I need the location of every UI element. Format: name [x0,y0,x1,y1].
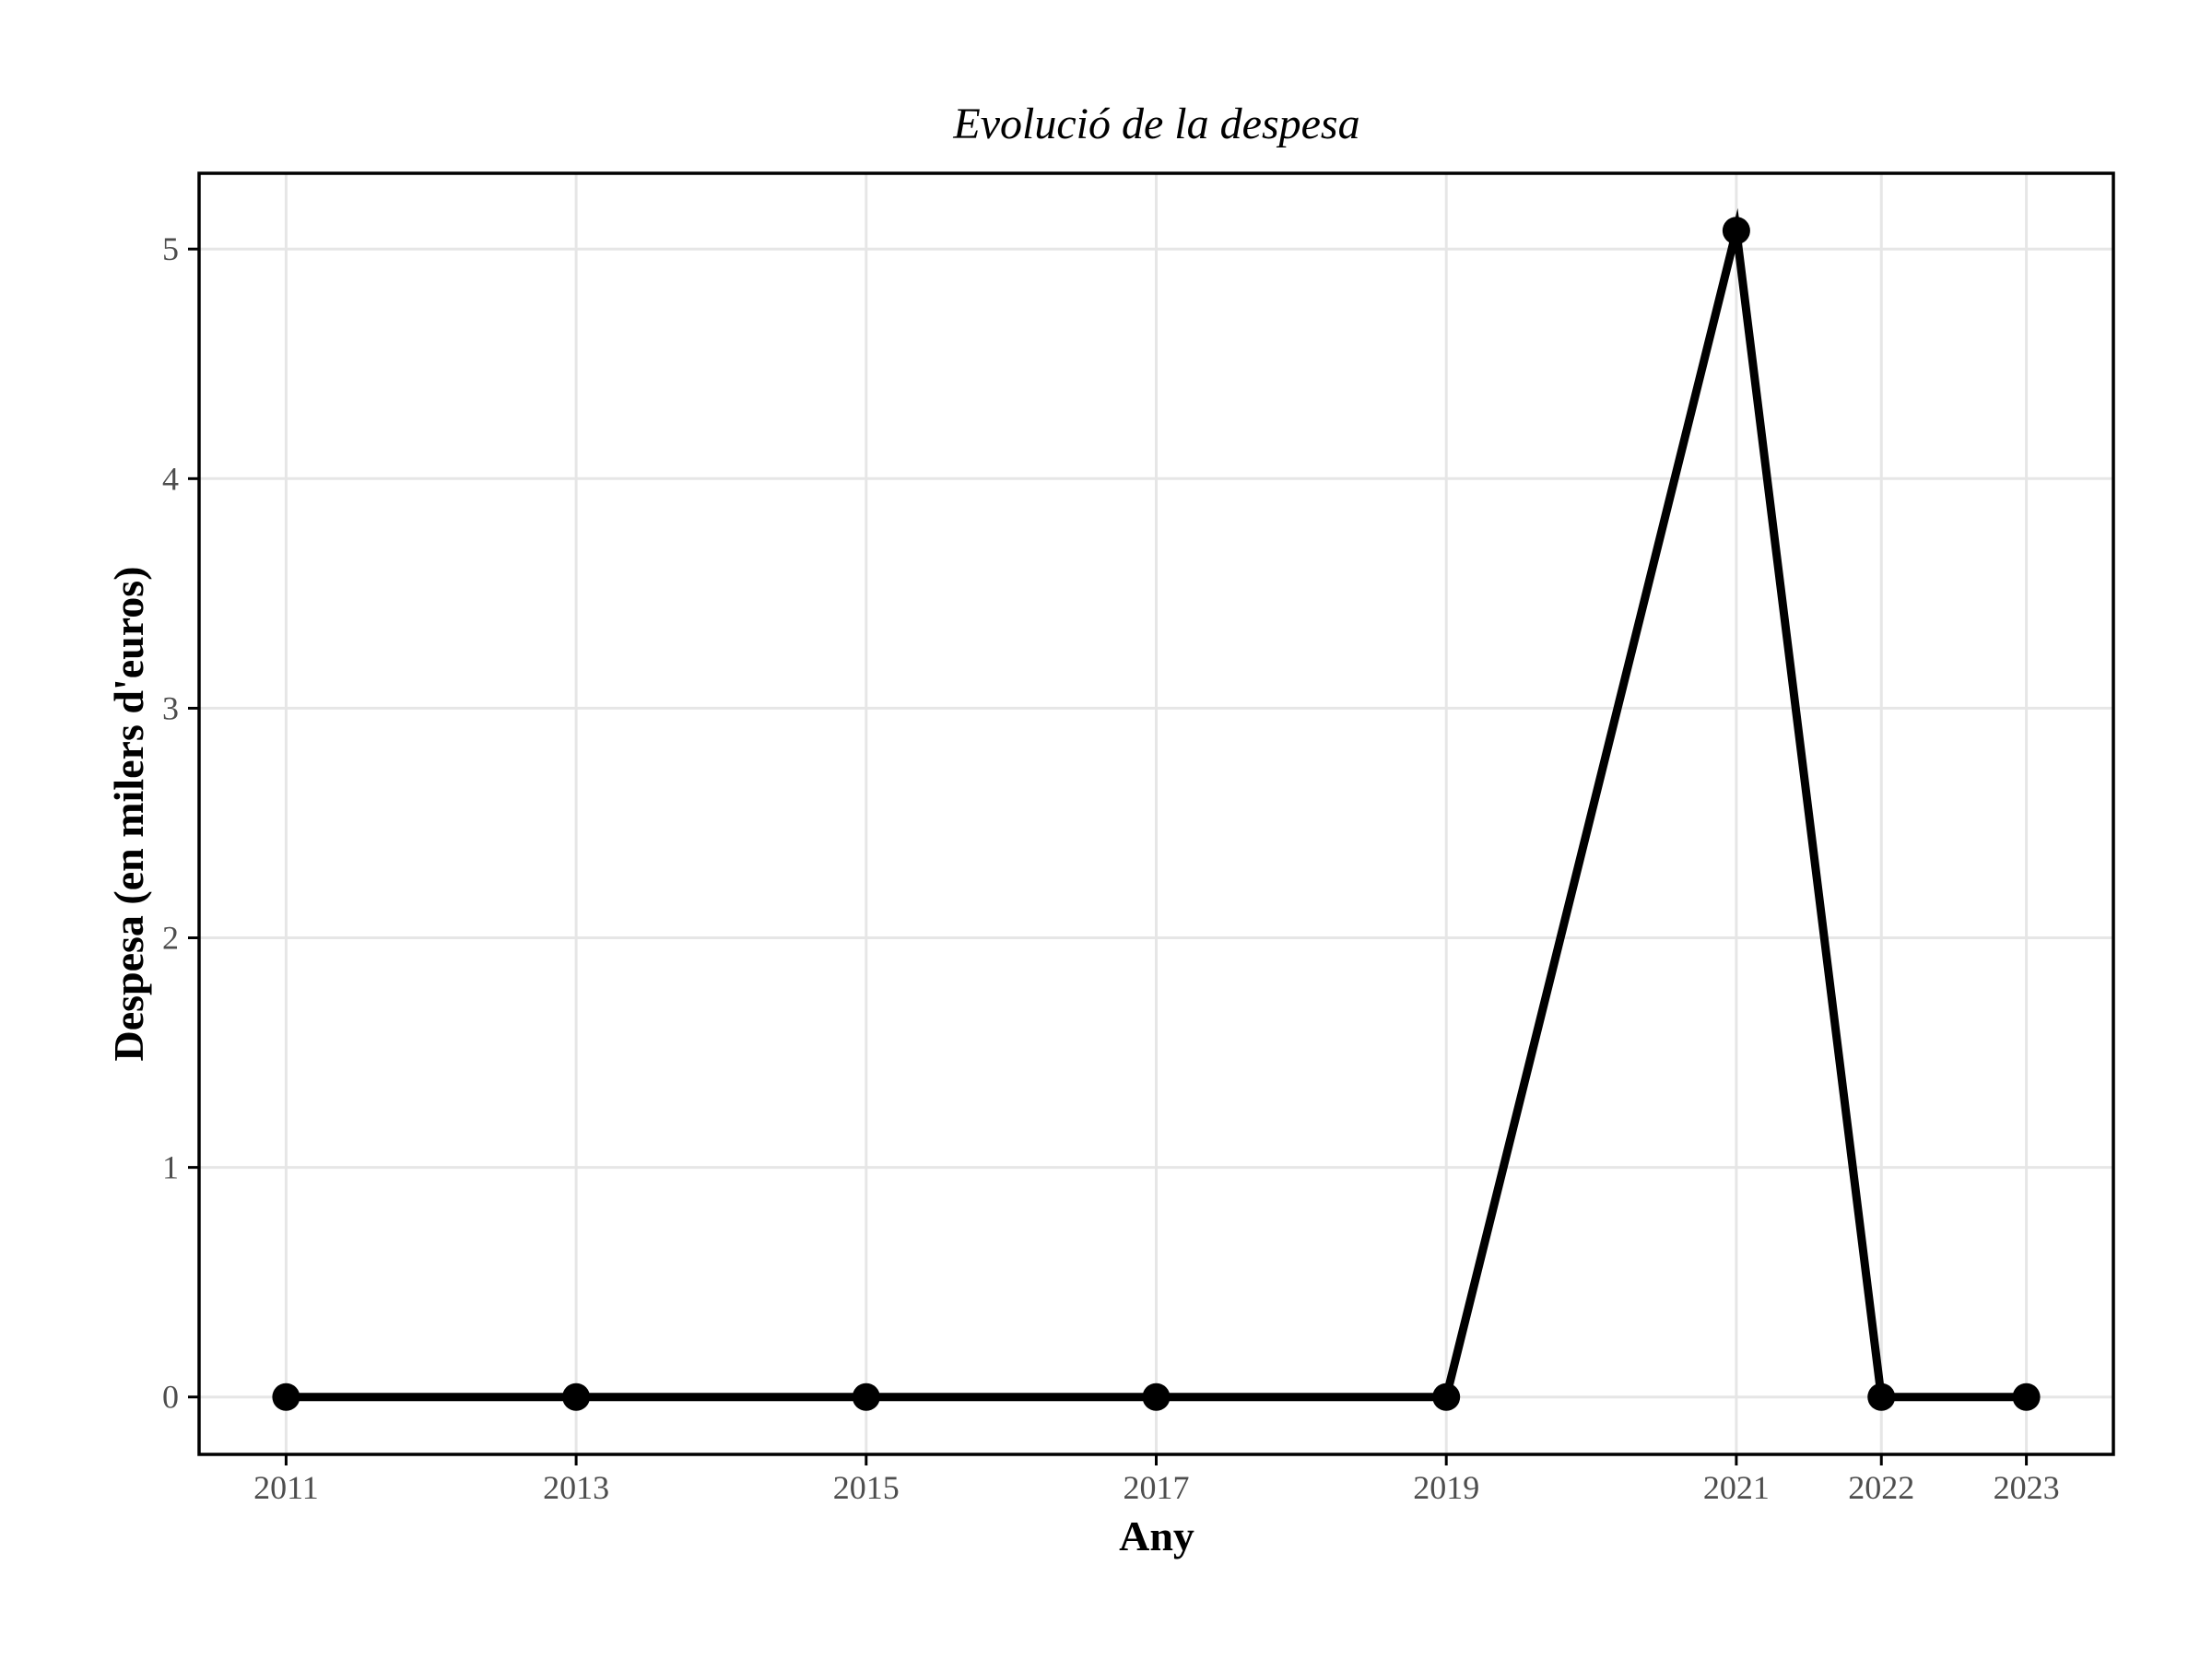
chart-title: Evolució de la despesa [952,100,1359,148]
y-tick-label: 4 [162,460,179,497]
x-tick-label: 2015 [833,1469,900,1506]
data-point [1722,217,1750,245]
x-tick-label: 2019 [1413,1469,1479,1506]
y-tick-label: 5 [162,230,179,267]
data-point [1867,1382,1896,1411]
x-tick-label: 2021 [1703,1469,1770,1506]
y-axis-ticks: 0 1 2 3 4 5 [162,230,199,1416]
x-tick-label: 2022 [1848,1469,1914,1506]
x-tick-label: 2023 [1994,1469,2060,1506]
data-point [1432,1382,1461,1411]
series-points [272,217,2041,1411]
grid-lines [199,173,2113,1454]
data-point [1142,1382,1171,1411]
data-point [2012,1382,2041,1411]
y-axis-label: Despesa (en milers d'euros) [105,566,152,1061]
y-tick-label: 0 [162,1379,179,1416]
series-line [286,207,2027,1402]
y-tick-label: 3 [162,689,179,726]
x-axis-ticks: 2011 2013 2015 2017 2019 2021 2022 2023 [253,1454,2060,1506]
x-tick-label: 2013 [543,1469,609,1506]
data-point [852,1382,880,1411]
x-axis-label: Any [1119,1512,1194,1559]
y-tick-label: 2 [162,920,179,957]
x-tick-label: 2011 [253,1469,319,1506]
data-point [562,1382,591,1411]
y-tick-label: 1 [162,1149,179,1186]
data-point [272,1382,300,1411]
x-tick-label: 2017 [1124,1469,1190,1506]
series-lines [286,207,2027,1402]
